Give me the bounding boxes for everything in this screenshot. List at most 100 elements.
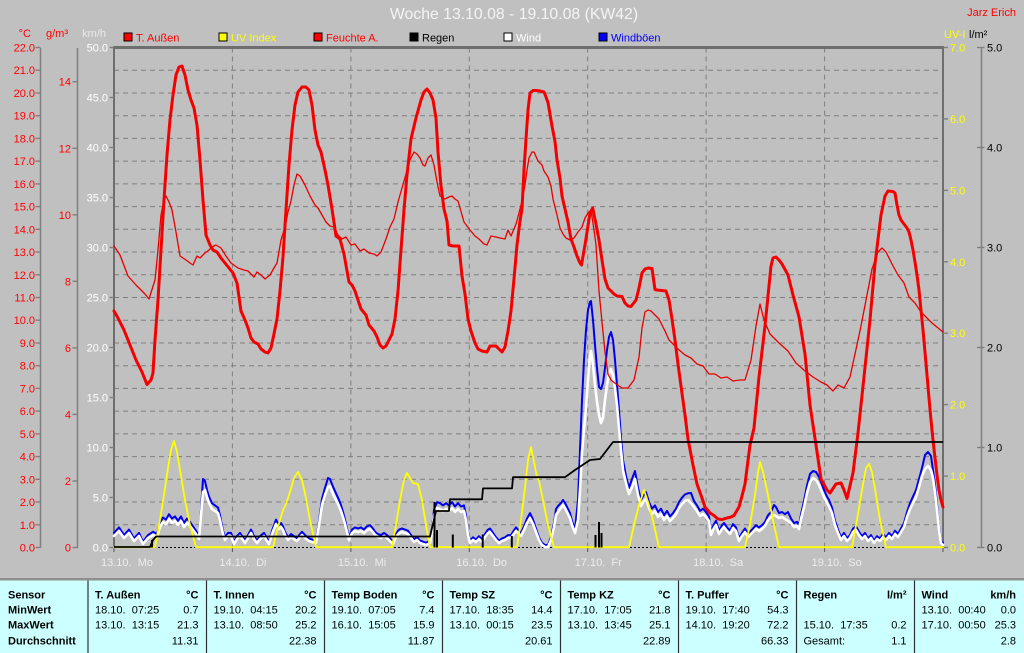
svg-text:Windböen: Windböen xyxy=(611,33,661,45)
svg-text:22.38: 22.38 xyxy=(289,636,317,648)
svg-text:Sensor: Sensor xyxy=(8,590,46,602)
svg-text:50.0: 50.0 xyxy=(87,43,108,55)
svg-text:35.0: 35.0 xyxy=(87,193,108,205)
svg-text:T. Außen: T. Außen xyxy=(95,590,141,602)
svg-text:11.31: 11.31 xyxy=(172,636,199,648)
svg-text:5.0: 5.0 xyxy=(20,429,35,441)
svg-text:1.0: 1.0 xyxy=(20,520,35,532)
svg-text:66.33: 66.33 xyxy=(761,636,789,648)
svg-text:45.0: 45.0 xyxy=(87,93,108,105)
svg-text:MinWert: MinWert xyxy=(8,604,52,616)
svg-text:0.2: 0.2 xyxy=(891,619,906,631)
svg-text:Wind: Wind xyxy=(922,590,949,602)
svg-text:72.2: 72.2 xyxy=(767,619,788,631)
svg-text:l/m²: l/m² xyxy=(969,29,988,41)
svg-text:15.9: 15.9 xyxy=(413,619,434,631)
svg-text:25.1: 25.1 xyxy=(649,619,670,631)
svg-text:13.10. Mo: 13.10. Mo xyxy=(101,557,153,569)
svg-text:T. Außen: T. Außen xyxy=(136,33,179,45)
svg-text:UV Index: UV Index xyxy=(231,33,277,45)
svg-text:22.89: 22.89 xyxy=(643,636,671,648)
svg-text:12.0: 12.0 xyxy=(14,270,35,282)
svg-text:20.0: 20.0 xyxy=(87,343,108,355)
svg-text:15.0: 15.0 xyxy=(87,393,108,405)
svg-text:0.0: 0.0 xyxy=(20,543,35,555)
svg-text:0.7: 0.7 xyxy=(183,604,198,616)
svg-text:Durchschnitt: Durchschnitt xyxy=(8,636,76,648)
svg-text:7.0: 7.0 xyxy=(950,43,965,55)
svg-text:14.10. 19:20: 14.10. 19:20 xyxy=(686,619,750,631)
svg-text:14.4: 14.4 xyxy=(531,604,552,616)
svg-text:19.10. 17:40: 19.10. 17:40 xyxy=(686,604,750,616)
svg-text:2.8: 2.8 xyxy=(1001,636,1016,648)
svg-text:18.0: 18.0 xyxy=(14,133,35,145)
svg-text:1.0: 1.0 xyxy=(987,443,1002,455)
svg-text:20.61: 20.61 xyxy=(525,636,553,648)
svg-text:40.0: 40.0 xyxy=(87,143,108,155)
svg-text:17.10. Fr: 17.10. Fr xyxy=(575,557,622,569)
svg-text:25.0: 25.0 xyxy=(87,293,108,305)
svg-text:16.10. Do: 16.10. Do xyxy=(456,557,507,569)
svg-text:6.0: 6.0 xyxy=(950,114,965,126)
svg-text:11.0: 11.0 xyxy=(14,293,35,305)
svg-text:Woche 13.10.08 - 19.10.08 (KW4: Woche 13.10.08 - 19.10.08 (KW42) xyxy=(390,6,638,23)
svg-text:0.0: 0.0 xyxy=(93,543,108,555)
svg-text:18.10. 07:25: 18.10. 07:25 xyxy=(95,604,159,616)
svg-text:5.0: 5.0 xyxy=(987,43,1002,55)
svg-text:km/h: km/h xyxy=(82,28,106,40)
svg-text:12: 12 xyxy=(59,143,71,155)
svg-text:25.2: 25.2 xyxy=(295,619,316,631)
svg-text:3.0: 3.0 xyxy=(20,474,35,486)
svg-text:5.0: 5.0 xyxy=(950,185,965,197)
svg-text:°C: °C xyxy=(186,590,198,602)
svg-text:17.10. 17:05: 17.10. 17:05 xyxy=(568,604,632,616)
svg-text:13.10. 08:50: 13.10. 08:50 xyxy=(214,619,278,631)
svg-text:Jarz Erich: Jarz Erich xyxy=(967,7,1016,19)
svg-text:5.0: 5.0 xyxy=(93,493,108,505)
svg-text:21.0: 21.0 xyxy=(14,65,35,77)
svg-text:4.0: 4.0 xyxy=(950,257,965,269)
svg-text:°C: °C xyxy=(540,590,552,602)
svg-text:25.3: 25.3 xyxy=(995,619,1016,631)
svg-text:°C: °C xyxy=(422,590,434,602)
svg-text:Temp Boden: Temp Boden xyxy=(332,590,398,602)
svg-text:T. Innen: T. Innen xyxy=(214,590,255,602)
svg-text:13.10. 00:40: 13.10. 00:40 xyxy=(922,604,986,616)
svg-text:g/m³: g/m³ xyxy=(46,28,68,40)
svg-text:19.0: 19.0 xyxy=(14,111,35,123)
svg-text:7.4: 7.4 xyxy=(419,604,434,616)
svg-text:0.0: 0.0 xyxy=(987,543,1002,555)
svg-text:4.0: 4.0 xyxy=(987,143,1002,155)
svg-text:km/h: km/h xyxy=(990,590,1016,602)
svg-text:l/m²: l/m² xyxy=(887,590,907,602)
svg-text:Temp SZ: Temp SZ xyxy=(450,590,496,602)
svg-text:Wind: Wind xyxy=(516,33,541,45)
svg-text:15.10. 17:35: 15.10. 17:35 xyxy=(804,619,868,631)
svg-text:13.10. 13:15: 13.10. 13:15 xyxy=(95,619,159,631)
svg-text:11.87: 11.87 xyxy=(408,636,435,648)
svg-text:17.10. 00:50: 17.10. 00:50 xyxy=(922,619,986,631)
svg-text:0.0: 0.0 xyxy=(1001,604,1016,616)
svg-text:10: 10 xyxy=(59,210,71,222)
svg-text:2.0: 2.0 xyxy=(20,497,35,509)
svg-text:3.0: 3.0 xyxy=(950,328,965,340)
svg-text:13.10. 00:15: 13.10. 00:15 xyxy=(450,619,514,631)
svg-text:13.10. 13:45: 13.10. 13:45 xyxy=(568,619,632,631)
svg-text:7.0: 7.0 xyxy=(20,383,35,395)
svg-text:Temp KZ: Temp KZ xyxy=(568,590,615,602)
svg-text:2.0: 2.0 xyxy=(950,400,965,412)
svg-text:15.0: 15.0 xyxy=(14,202,35,214)
svg-text:14.10. Di: 14.10. Di xyxy=(219,557,266,569)
svg-text:Gesamt:: Gesamt: xyxy=(804,636,846,648)
svg-text:21.3: 21.3 xyxy=(177,619,198,631)
svg-text:20.0: 20.0 xyxy=(14,88,35,100)
svg-text:4: 4 xyxy=(65,409,71,421)
svg-text:°C: °C xyxy=(19,28,31,40)
svg-text:14.0: 14.0 xyxy=(14,224,35,236)
svg-text:17.10. 18:35: 17.10. 18:35 xyxy=(450,604,514,616)
svg-text:°C: °C xyxy=(304,590,316,602)
svg-text:2: 2 xyxy=(65,476,71,488)
svg-text:10.0: 10.0 xyxy=(87,443,108,455)
svg-text:Regen: Regen xyxy=(422,33,454,45)
svg-text:23.5: 23.5 xyxy=(531,619,552,631)
